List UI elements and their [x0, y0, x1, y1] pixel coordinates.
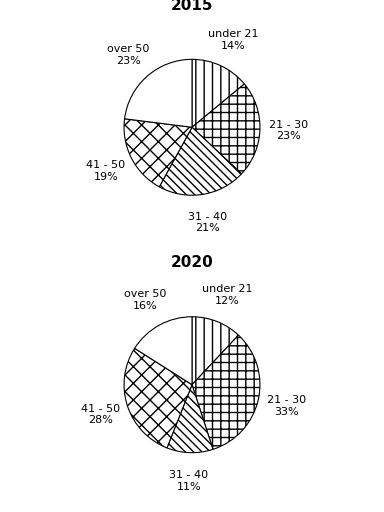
Wedge shape: [192, 59, 244, 127]
Wedge shape: [124, 348, 192, 448]
Text: under 21
14%: under 21 14%: [208, 29, 258, 51]
Wedge shape: [159, 127, 242, 195]
Text: 21 - 30
23%: 21 - 30 23%: [269, 119, 308, 141]
Title: 2020: 2020: [170, 255, 214, 270]
Text: under 21
12%: under 21 12%: [202, 284, 253, 306]
Text: 41 - 50
28%: 41 - 50 28%: [81, 404, 120, 425]
Text: over 50
16%: over 50 16%: [124, 289, 167, 311]
Wedge shape: [192, 317, 238, 385]
Text: 21 - 30
33%: 21 - 30 33%: [266, 395, 306, 417]
Text: 41 - 50
19%: 41 - 50 19%: [86, 160, 126, 182]
Text: 31 - 40
11%: 31 - 40 11%: [169, 471, 209, 492]
Wedge shape: [192, 84, 260, 174]
Wedge shape: [192, 335, 260, 450]
Title: 2015: 2015: [171, 0, 213, 13]
Text: 31 - 40
21%: 31 - 40 21%: [187, 212, 227, 233]
Wedge shape: [124, 119, 192, 187]
Wedge shape: [135, 317, 192, 385]
Text: over 50
23%: over 50 23%: [107, 44, 149, 66]
Wedge shape: [167, 385, 213, 453]
Wedge shape: [124, 59, 192, 127]
